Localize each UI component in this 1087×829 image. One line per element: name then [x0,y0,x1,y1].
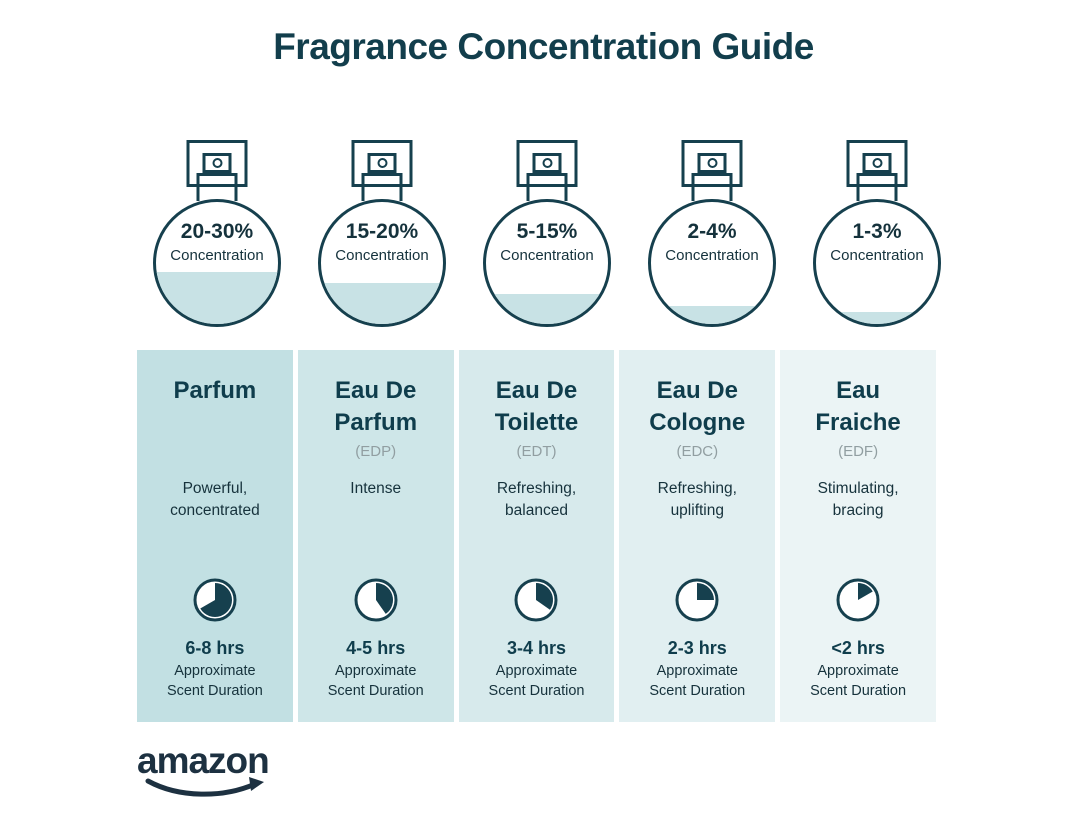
bottle-body: 2-4% Concentration [648,199,776,327]
amazon-wordmark: amazon [137,740,270,781]
fragrance-description: Powerful, concentrated [170,480,260,520]
bottle-slot: 1-3% Concentration [797,130,957,330]
bottle-sprayer-neck [526,173,568,201]
perfume-bottle-icon: 2-4% Concentration [632,130,792,330]
bottle-nozzle-hole-icon [212,158,222,168]
bottle-sprayer-neck [691,173,733,201]
page-title: Fragrance Concentration Guide [273,26,814,67]
concentration-label: Concentration [665,247,759,264]
concentration-value: 15-20% [345,220,419,243]
perfume-bottle-icon: 20-30% Concentration [137,130,297,330]
bottle-sprayer-nozzle [697,153,727,173]
fragrance-column: Eau De Toilette (EDT) Refreshing, balanced… [458,350,615,722]
bottle-sprayer-cap [516,140,578,187]
scent-duration-note: Approximate Scent Duration [810,663,907,699]
fragrance-name: Eau De Toilette [494,377,579,436]
bottle-sprayer-cap [351,140,413,187]
brand-logo: amazon [137,742,297,812]
bottle-liquid-fill [486,293,608,324]
clock-duration-icon [836,578,880,622]
fragrance-column: Eau De Parfum (EDP) Intense 4-5 hrs Appro… [297,350,454,722]
bottle-slot: 20-30% Concentration [137,130,297,330]
bottle-nozzle-hole-icon [707,158,717,168]
bottle-body: 1-3% Concentration [813,199,941,327]
scent-duration-value: <2 hrs [831,638,885,658]
fragrance-abbreviation: (EDC) [676,443,719,460]
fragrance-description: Stimulating, bracing [817,480,899,520]
scent-duration-value: 6-8 hrs [185,638,245,658]
bottle-slot: 5-15% Concentration [467,130,627,330]
bottle-sprayer-cap [681,140,743,187]
fragrance-abbreviation: (EDF) [838,443,879,460]
bottle-body: 5-15% Concentration [483,199,611,327]
bottle-liquid-fill [321,282,443,324]
fragrance-column: Eau Fraiche (EDF) Stimulating, bracing <2 … [780,350,936,722]
clock-duration-icon [193,578,237,622]
bottle-sprayer-nozzle [532,153,562,173]
concentration-value: 1-3% [852,220,902,243]
fragrance-abbreviation: (EDP) [355,443,397,460]
bottle-label: 5-15% Concentration [486,220,608,264]
scent-duration-note: Approximate Scent Duration [488,663,585,699]
bottle-label: 20-30% Concentration [156,220,278,264]
fragrance-columns: Parfum Powerful, concentrated 6-8 hrs App… [137,350,936,722]
bottle-slot: 15-20% Concentration [302,130,462,330]
perfume-bottle-icon: 15-20% Concentration [302,130,462,330]
fragrance-name: Eau Fraiche [815,377,901,436]
perfume-bottle-icon: 1-3% Concentration [797,130,957,330]
concentration-label: Concentration [830,247,924,264]
fragrance-name: Eau De Parfum [334,377,418,436]
bottle-nozzle-hole-icon [377,158,387,168]
bottle-nozzle-hole-icon [872,158,882,168]
concentration-label: Concentration [500,247,594,264]
bottle-liquid-fill [651,305,773,324]
bottle-body: 15-20% Concentration [318,199,446,327]
bottle-label: 1-3% Concentration [816,220,938,264]
scent-duration-note: Approximate Scent Duration [166,663,263,699]
bottle-sprayer-cap [186,140,248,187]
concentration-value: 2-4% [687,220,737,243]
bottle-liquid-fill [156,271,278,324]
concentration-value: 20-30% [180,220,254,243]
fragrance-description: Refreshing, balanced [496,480,577,520]
bottle-slot: 2-4% Concentration [632,130,792,330]
bottle-label: 15-20% Concentration [321,220,443,264]
scent-duration-value: 4-5 hrs [346,638,406,658]
bottle-label: 2-4% Concentration [651,220,773,264]
bottle-body: 20-30% Concentration [153,199,281,327]
fragrance-description: Intense [350,480,402,497]
perfume-bottle-icon: 5-15% Concentration [467,130,627,330]
clock-duration-icon [354,578,398,622]
fragrance-column: Parfum Powerful, concentrated 6-8 hrs App… [137,350,293,722]
bottle-sprayer-nozzle [367,153,397,173]
clock-duration-icon [514,578,558,622]
bottle-sprayer-neck [361,173,403,201]
bottles-row: 20-30% Concentration 15-20% Concentratio… [137,130,941,330]
bottle-liquid-fill [816,311,938,324]
clock-duration-icon [675,578,719,622]
bottle-sprayer-neck [196,173,238,201]
bottle-sprayer-nozzle [202,153,232,173]
fragrance-name: Eau De Cologne [649,377,746,436]
bottle-nozzle-hole-icon [542,158,552,168]
concentration-label: Concentration [170,247,264,264]
concentration-label: Concentration [335,247,429,264]
scent-duration-value: 3-4 hrs [506,638,566,658]
scent-duration-value: 2-3 hrs [667,638,727,658]
fragrance-name: Parfum [173,377,257,404]
scent-duration-note: Approximate Scent Duration [327,663,424,699]
bottle-sprayer-nozzle [862,153,892,173]
scent-duration-note: Approximate Scent Duration [649,663,746,699]
bottle-sprayer-cap [846,140,908,187]
fragrance-column: Eau De Cologne (EDC) Refreshing, uplifting… [619,350,776,722]
bottle-sprayer-neck [856,173,898,201]
concentration-value: 5-15% [516,220,578,243]
fragrance-abbreviation: (EDT) [516,443,557,460]
amazon-smile-arrow-icon [145,777,264,797]
fragrance-description: Refreshing, uplifting [657,480,737,520]
